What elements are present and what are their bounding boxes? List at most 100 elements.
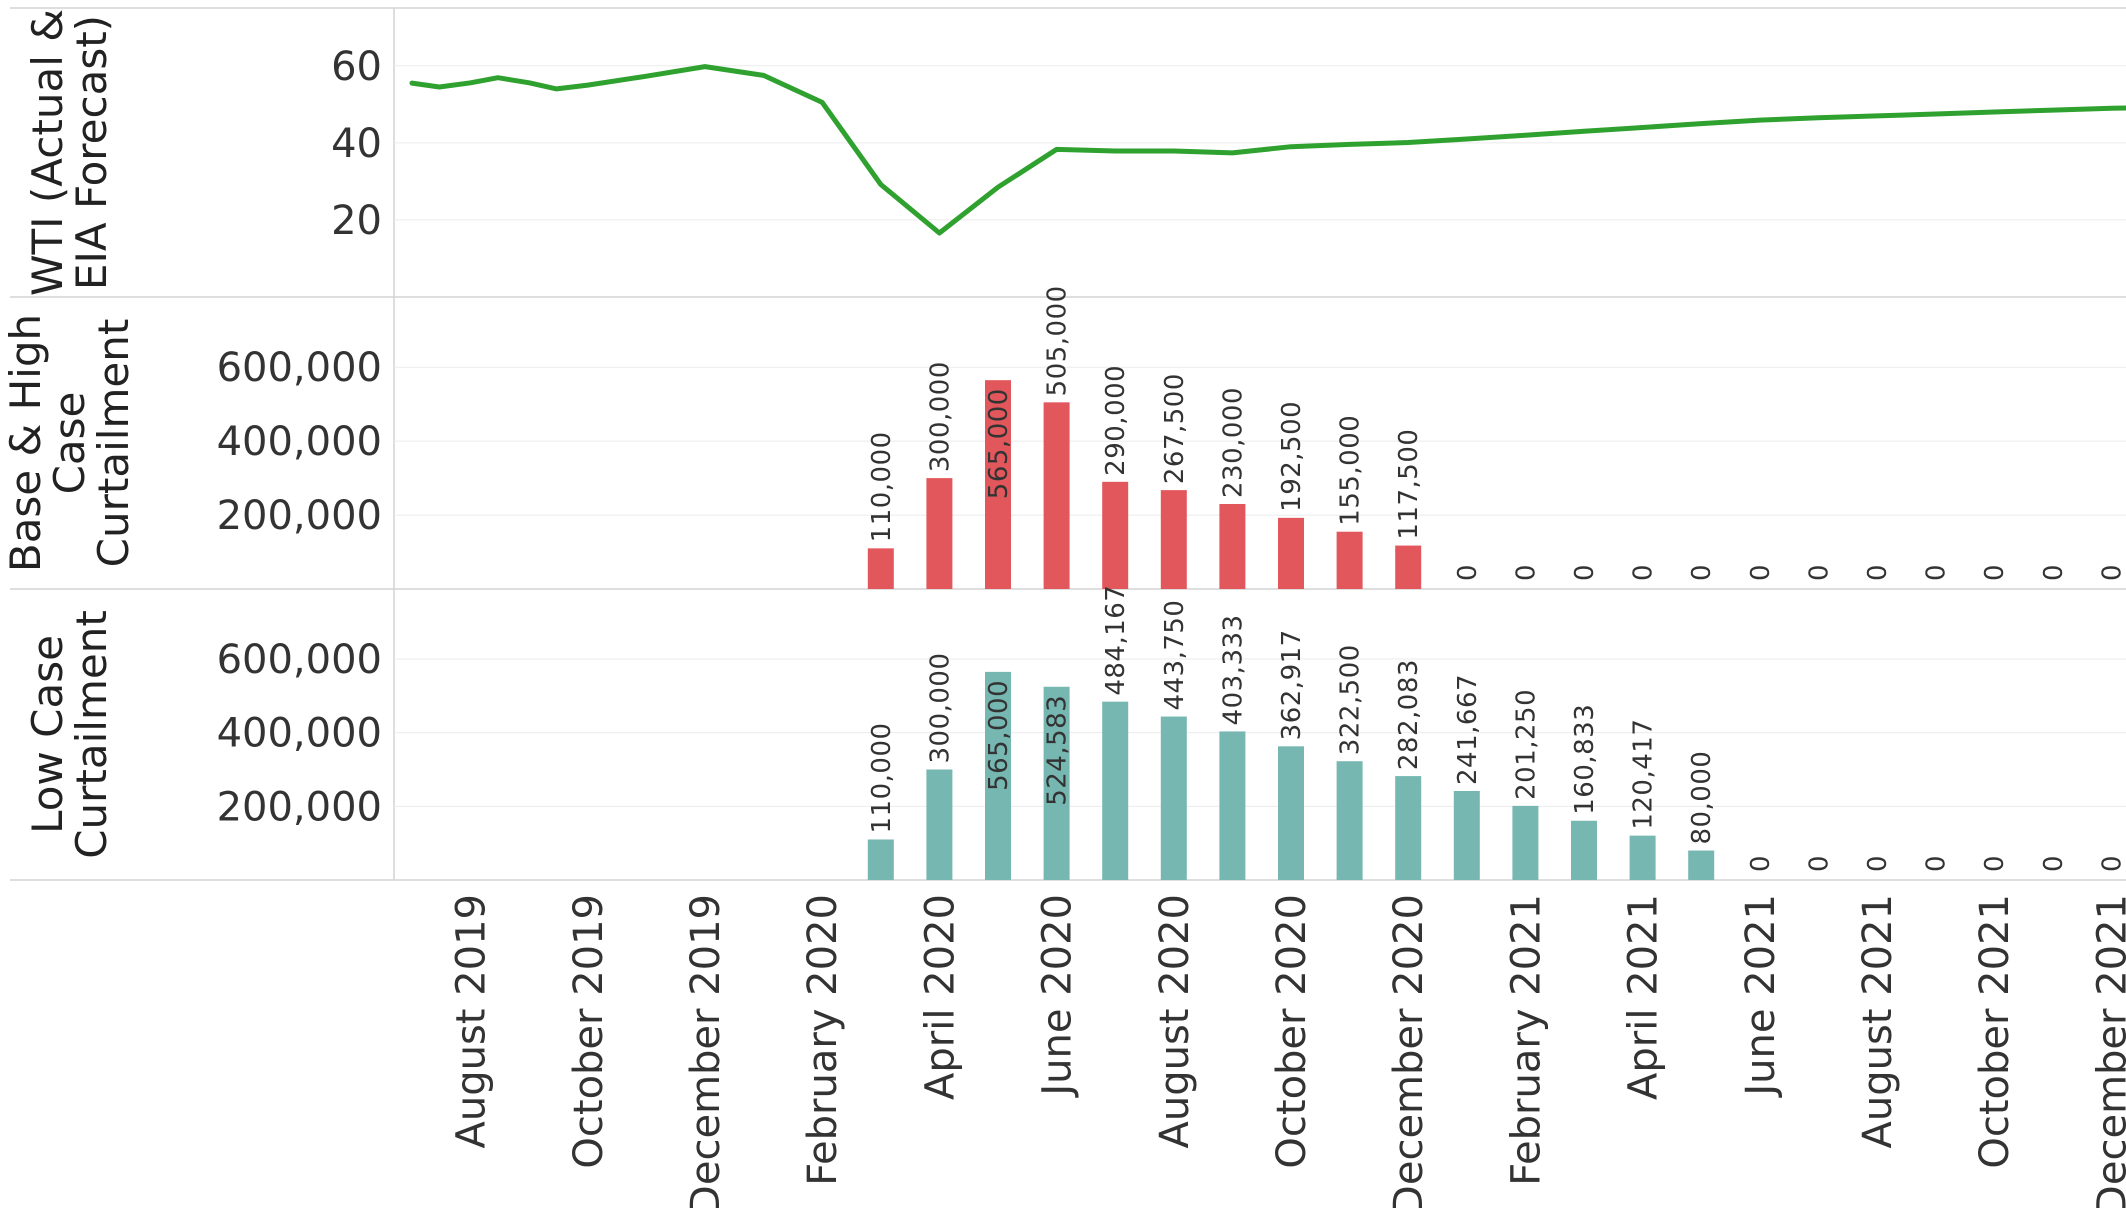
x-tick-label: April 2020 (917, 894, 963, 1100)
low-case-bar (1571, 820, 1597, 880)
y-tick-label: 40 (331, 121, 382, 167)
low-case-bar (1219, 731, 1246, 880)
data-label: 300,000 (925, 361, 955, 472)
data-label: 110,000 (867, 722, 897, 833)
low-case-bar (1629, 835, 1656, 880)
base-high-bar (1278, 517, 1304, 589)
data-label: 160,833 (1570, 704, 1600, 815)
data-label: 0 (1922, 855, 1952, 872)
data-label: 505,000 (1043, 285, 1073, 396)
x-tick-label: October 2020 (1269, 894, 1315, 1169)
low-case-bar (1278, 746, 1304, 880)
data-label: 201,250 (1511, 689, 1541, 800)
y-tick-label: 200,000 (217, 493, 382, 539)
data-label: 0 (2039, 564, 2069, 581)
data-label: 267,500 (1160, 373, 1190, 484)
pane-title-line: Curtailment (67, 610, 116, 859)
x-tick-label: August 2020 (1152, 894, 1198, 1149)
base-high-bar (867, 548, 894, 589)
x-tick-label: December 2020 (1386, 894, 1432, 1208)
data-label: 0 (1746, 855, 1776, 872)
data-label: 0 (2039, 855, 2069, 872)
pane-title-line: Low Case (23, 635, 72, 834)
data-label: 322,500 (1336, 644, 1366, 755)
data-label: 300,000 (925, 652, 955, 763)
data-label: 230,000 (1218, 387, 1248, 498)
base-high-bar (926, 478, 953, 589)
data-label: 0 (1804, 564, 1834, 581)
data-label: 80,000 (1687, 751, 1717, 845)
low-case-bar (985, 671, 1011, 880)
data-label: 0 (1453, 564, 1483, 581)
base-high-bar (1160, 490, 1187, 589)
low-case-bar (926, 769, 953, 880)
y-tick-label: 200,000 (217, 784, 382, 830)
low-case-bar (1043, 686, 1070, 880)
pane-title-line: EIA Forecast) (67, 15, 116, 290)
wti-line (409, 64, 2126, 236)
base-high-bar (1043, 402, 1070, 589)
data-label: 282,083 (1394, 659, 1424, 770)
y-tick-label: 400,000 (217, 419, 382, 465)
x-tick-label: June 2021 (1738, 894, 1784, 1099)
data-label: 192,500 (1277, 401, 1307, 512)
low-case-bar (1395, 776, 1422, 880)
data-label: 484,167 (1101, 585, 1131, 696)
base-high-bar (985, 380, 1011, 589)
low-case-bar (1336, 761, 1363, 880)
data-label: 443,750 (1160, 600, 1190, 711)
x-tick-label: June 2020 (1035, 894, 1081, 1099)
x-tick-label: December 2019 (683, 894, 729, 1208)
x-tick-label: December 2021 (2089, 894, 2126, 1208)
pane-title-line: Base & High (1, 314, 50, 572)
y-tick-label: 400,000 (217, 711, 382, 757)
y-tick-label: 60 (331, 44, 382, 90)
y-tick-label: 20 (331, 198, 382, 244)
x-tick-label: August 2021 (1855, 894, 1901, 1149)
pane-title-line: WTI (Actual & (23, 9, 72, 296)
data-label: 0 (2097, 564, 2126, 581)
x-tick-label: April 2021 (1621, 894, 1667, 1100)
data-label: 110,000 (867, 431, 897, 542)
data-label: 403,333 (1218, 614, 1248, 725)
data-label: 0 (1980, 564, 2010, 581)
x-tick-label: February 2021 (1503, 894, 1549, 1186)
data-label: 0 (1511, 564, 1541, 581)
x-tick-label: February 2020 (800, 894, 846, 1186)
pane-title-line: Curtailment (89, 319, 138, 568)
data-label: 0 (1687, 564, 1717, 581)
data-label: 362,917 (1277, 629, 1307, 740)
x-tick-label: August 2019 (449, 894, 495, 1149)
data-label: 120,417 (1629, 719, 1659, 830)
pane-title-line: Case (45, 392, 94, 495)
data-label: 0 (1804, 855, 1834, 872)
data-label: 117,500 (1394, 429, 1424, 540)
data-label: 0 (1922, 564, 1952, 581)
data-label: 290,000 (1101, 365, 1131, 476)
data-label: 0 (1746, 564, 1776, 581)
data-label: 0 (1863, 564, 1893, 581)
data-label: 524,583 (1043, 695, 1073, 806)
y-tick-label: 600,000 (217, 345, 382, 391)
data-label: 155,000 (1336, 415, 1366, 526)
base-high-bar (1219, 503, 1246, 589)
low-case-bar (1160, 716, 1187, 880)
low-case-bar (867, 839, 894, 880)
low-case-bar (1688, 850, 1715, 880)
base-high-bar (1336, 531, 1363, 589)
low-case-bar (1102, 701, 1129, 880)
data-label: 0 (1863, 855, 1893, 872)
base-high-bar (1395, 545, 1422, 589)
base-high-bar (1102, 481, 1129, 589)
low-case-bar (1453, 790, 1480, 880)
data-label: 0 (2097, 855, 2126, 872)
data-label: 241,667 (1453, 674, 1483, 785)
data-label: 565,000 (984, 680, 1014, 791)
data-label: 0 (1629, 564, 1659, 581)
low-case-bar (1512, 805, 1539, 880)
x-tick-label: October 2019 (566, 894, 612, 1169)
data-label: 0 (1980, 855, 2010, 872)
